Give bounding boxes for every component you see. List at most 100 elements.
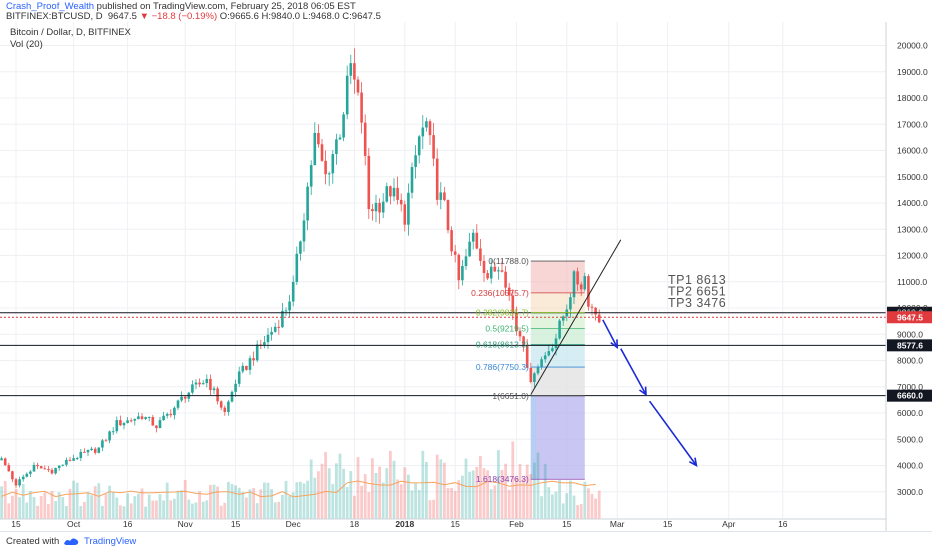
fib-zone-band [530, 292, 585, 313]
price-level-tag [887, 311, 932, 324]
candle-body [198, 382, 201, 385]
candle-body [162, 415, 165, 421]
candle-body [338, 137, 342, 140]
candle-body [3, 458, 7, 466]
volume-bar [554, 491, 558, 519]
volume-bar [281, 494, 284, 519]
arrow-head-icon [639, 386, 647, 397]
candle-body [378, 202, 381, 213]
y-tick-label: 16000.0 [897, 146, 928, 156]
candle-body [212, 388, 216, 391]
fib-level-label: 0.5(9219.5) [485, 323, 529, 333]
volume-bar [255, 503, 259, 519]
volume-bar [374, 472, 378, 519]
candle-body [147, 417, 151, 419]
candle-body [79, 451, 83, 458]
candle-body [399, 199, 403, 205]
volume-bar [306, 480, 309, 519]
volume-bar [11, 495, 14, 519]
volume-bar [309, 459, 313, 519]
volume-bar [180, 490, 183, 519]
volume-bar [36, 505, 39, 519]
fib-level-label: 0.618(8613.3) [476, 339, 529, 349]
volume-bar [21, 483, 25, 519]
candle-body [551, 348, 554, 352]
candle-body [18, 479, 21, 486]
x-tick-label: Oct [67, 519, 81, 529]
volume-bar [68, 488, 72, 519]
volume-bar [543, 463, 547, 519]
volume-bar [569, 480, 572, 519]
symbol-label: BITFINEX:BTCUSD, D [6, 11, 103, 22]
candle-body [461, 266, 464, 281]
fib-zone-band [530, 344, 585, 368]
volume-bar [198, 491, 201, 519]
y-tick-label: 19000.0 [897, 67, 928, 77]
candle-body [140, 416, 144, 419]
volume-bar [468, 471, 471, 519]
candle-body [86, 449, 90, 453]
volume-bar [558, 480, 561, 519]
y-tick-label: 14000.0 [897, 198, 928, 208]
volume-bar [597, 490, 601, 519]
volume-bar [349, 471, 353, 519]
candle-body [50, 469, 54, 474]
volume-bar [79, 506, 83, 519]
volume-bar [435, 454, 439, 519]
arrow-head-icon [688, 457, 698, 467]
fib-level-label: 0.236(10575.7) [471, 288, 529, 298]
volume-legend: Vol (20) [10, 39, 43, 50]
y-tick-label: 10000.0 [897, 303, 928, 313]
symbol-line: BITFINEX:BTCUSD, D 9647.5 ▼ −18.8 (−0.19… [6, 11, 381, 22]
candle-body [284, 310, 288, 312]
candle-body [230, 391, 234, 402]
candle-body [61, 464, 65, 466]
volume-bar [169, 500, 173, 519]
grid-lines [0, 22, 886, 519]
volume-bar [493, 485, 497, 519]
candle-body [443, 192, 446, 201]
candle-body [479, 248, 482, 261]
change-arrow-icon: ▼ [139, 11, 149, 22]
candle-body [403, 204, 407, 225]
arrow-head-icon [610, 339, 619, 350]
volume-bar [201, 501, 205, 519]
candle-body [32, 464, 36, 472]
candle-body [245, 365, 248, 370]
candle-body [216, 388, 219, 402]
volume-bar [342, 468, 345, 519]
candle-body [583, 276, 587, 290]
fib-level-label: 0(11788.0) [488, 256, 529, 266]
volume-bar [381, 482, 385, 519]
candle-body [349, 63, 353, 76]
y-tick-label: 9000.0 [897, 329, 923, 339]
volume-bar [533, 462, 536, 519]
candle-body [317, 132, 320, 145]
x-tick-label: 15 [450, 519, 460, 529]
candle-body [468, 241, 471, 257]
volume-bar [489, 489, 493, 519]
volume-bar [0, 486, 3, 519]
volume-bar [421, 450, 425, 519]
candle-body [435, 158, 439, 200]
price-level-tag [887, 339, 932, 352]
y-tick-label: 11000.0 [897, 277, 927, 287]
candle-body [392, 187, 396, 197]
volume-bar [331, 484, 335, 519]
candle-body [313, 132, 317, 166]
tradingview-brand-link[interactable]: TradingView [84, 536, 137, 547]
volume-bar [155, 500, 158, 519]
candle-body [101, 440, 104, 448]
x-tick-label: Nov [178, 519, 194, 529]
volume-bar [29, 490, 32, 519]
volume-bar [371, 458, 374, 519]
author-link[interactable]: Crash_Proof_Wealth [6, 1, 95, 12]
candle-body [432, 135, 435, 159]
candle-body [421, 127, 425, 137]
volume-bar [439, 459, 443, 519]
candle-body [126, 420, 129, 424]
volume-bar [248, 489, 252, 519]
